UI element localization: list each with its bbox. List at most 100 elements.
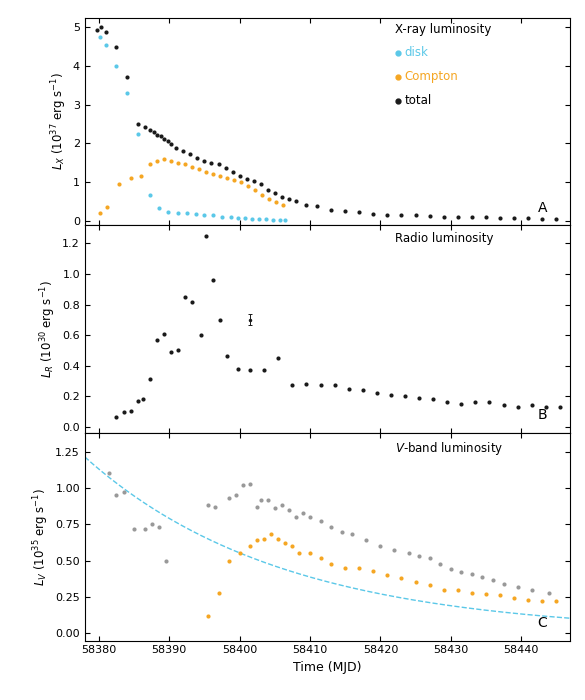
Point [481, 212, 491, 223]
Point [284, 194, 294, 205]
Text: disk: disk [404, 46, 428, 60]
Point [214, 159, 223, 170]
Point [288, 380, 297, 391]
Point [510, 212, 519, 223]
Point [260, 365, 269, 376]
Point [471, 397, 480, 408]
Point [281, 214, 290, 225]
Point [95, 32, 104, 43]
Point [145, 159, 154, 170]
Point [112, 42, 121, 53]
Point [337, 526, 346, 537]
Point [264, 194, 274, 205]
Y-axis label: $L_V$ ($10^{35}$ erg s$^{-1}$): $L_V$ ($10^{35}$ erg s$^{-1}$) [32, 488, 51, 586]
Point [467, 568, 477, 580]
Point [140, 121, 149, 132]
Point [513, 401, 522, 412]
Point [552, 596, 561, 607]
Point [146, 124, 155, 135]
Point [291, 512, 301, 523]
Point [180, 291, 190, 302]
Point [153, 129, 162, 140]
Point [291, 195, 301, 206]
Point [218, 211, 227, 223]
Text: C: C [537, 616, 547, 630]
Point [114, 178, 123, 190]
Point [225, 555, 234, 566]
Point [488, 574, 498, 585]
Point [156, 131, 166, 142]
Point [326, 204, 336, 216]
Point [425, 580, 434, 591]
Point [225, 493, 234, 504]
Point [446, 564, 456, 575]
Point [376, 540, 385, 552]
Point [95, 207, 105, 218]
Point [182, 208, 191, 219]
Point [119, 407, 128, 418]
Point [229, 174, 239, 186]
Point [428, 393, 438, 405]
Text: Radio luminosity: Radio luminosity [395, 232, 493, 246]
Point [263, 184, 273, 195]
Point [411, 577, 420, 588]
Point [233, 363, 243, 374]
Point [524, 213, 533, 224]
Point [527, 584, 536, 595]
Point [414, 551, 424, 562]
Point [457, 398, 466, 409]
Point [199, 209, 209, 220]
Point [93, 25, 102, 36]
Point [122, 71, 132, 83]
Point [499, 578, 508, 589]
Point [112, 490, 121, 501]
Point [160, 133, 169, 144]
Point [295, 548, 304, 559]
Text: total: total [404, 94, 432, 107]
Point [527, 400, 536, 411]
Point [330, 380, 339, 391]
Point [214, 587, 223, 598]
Point [101, 39, 111, 50]
Point [126, 406, 135, 417]
Point [215, 171, 225, 182]
Text: Compton: Compton [404, 70, 458, 83]
Text: $V$-band luminosity: $V$-band luminosity [395, 440, 503, 457]
Point [257, 190, 267, 201]
Point [97, 22, 106, 33]
Y-axis label: $L_X$ ($10^{37}$ erg s$^{-1}$): $L_X$ ($10^{37}$ erg s$^{-1}$) [49, 72, 68, 170]
Point [453, 584, 463, 595]
Point [495, 212, 505, 223]
Point [228, 166, 238, 177]
Point [232, 490, 241, 501]
Point [305, 548, 315, 559]
Point [344, 383, 353, 394]
Point [270, 188, 280, 199]
Point [552, 214, 561, 225]
Point [362, 535, 371, 546]
Point [196, 330, 205, 341]
Point [439, 584, 448, 595]
Point [154, 202, 163, 214]
Point [163, 136, 173, 147]
Point [555, 401, 565, 412]
Point [152, 155, 161, 166]
Point [133, 128, 142, 139]
Point [250, 184, 260, 195]
Point [513, 581, 522, 592]
Point [260, 533, 269, 545]
Point [263, 494, 273, 505]
Point [204, 610, 213, 622]
Point [122, 88, 132, 99]
Point [201, 167, 211, 178]
Point [278, 199, 288, 211]
Point [284, 504, 294, 515]
Point [133, 395, 142, 407]
Point [369, 208, 378, 219]
Point [288, 540, 297, 552]
Point [101, 26, 111, 37]
Point [246, 365, 255, 376]
Point [355, 562, 364, 573]
Point [208, 169, 218, 180]
Point [140, 523, 149, 534]
